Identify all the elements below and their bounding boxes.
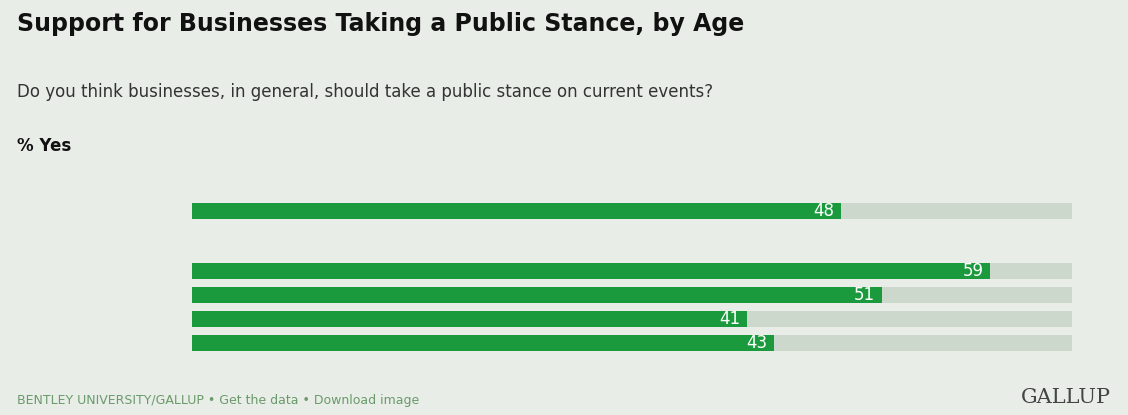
Bar [192, 287, 882, 303]
Bar [192, 203, 1072, 219]
Bar [192, 335, 1072, 351]
Text: 51: 51 [854, 286, 875, 304]
Text: % Yes: % Yes [17, 137, 71, 155]
Text: 59: 59 [962, 262, 984, 280]
Text: GALLUP: GALLUP [1021, 388, 1111, 407]
Bar [192, 335, 774, 351]
Text: Do you think businesses, in general, should take a public stance on current even: Do you think businesses, in general, sho… [17, 83, 713, 101]
Text: BENTLEY UNIVERSITY/GALLUP • Get the data • Download image: BENTLEY UNIVERSITY/GALLUP • Get the data… [17, 394, 420, 407]
Text: 48: 48 [813, 202, 835, 220]
Bar [192, 311, 747, 327]
Bar [192, 311, 1072, 327]
Text: 43: 43 [746, 334, 767, 352]
Text: Support for Businesses Taking a Public Stance, by Age: Support for Businesses Taking a Public S… [17, 12, 744, 37]
Text: 41: 41 [719, 310, 740, 328]
Bar [192, 287, 1072, 303]
Bar [192, 263, 1072, 279]
Bar [192, 263, 990, 279]
Bar [192, 203, 841, 219]
